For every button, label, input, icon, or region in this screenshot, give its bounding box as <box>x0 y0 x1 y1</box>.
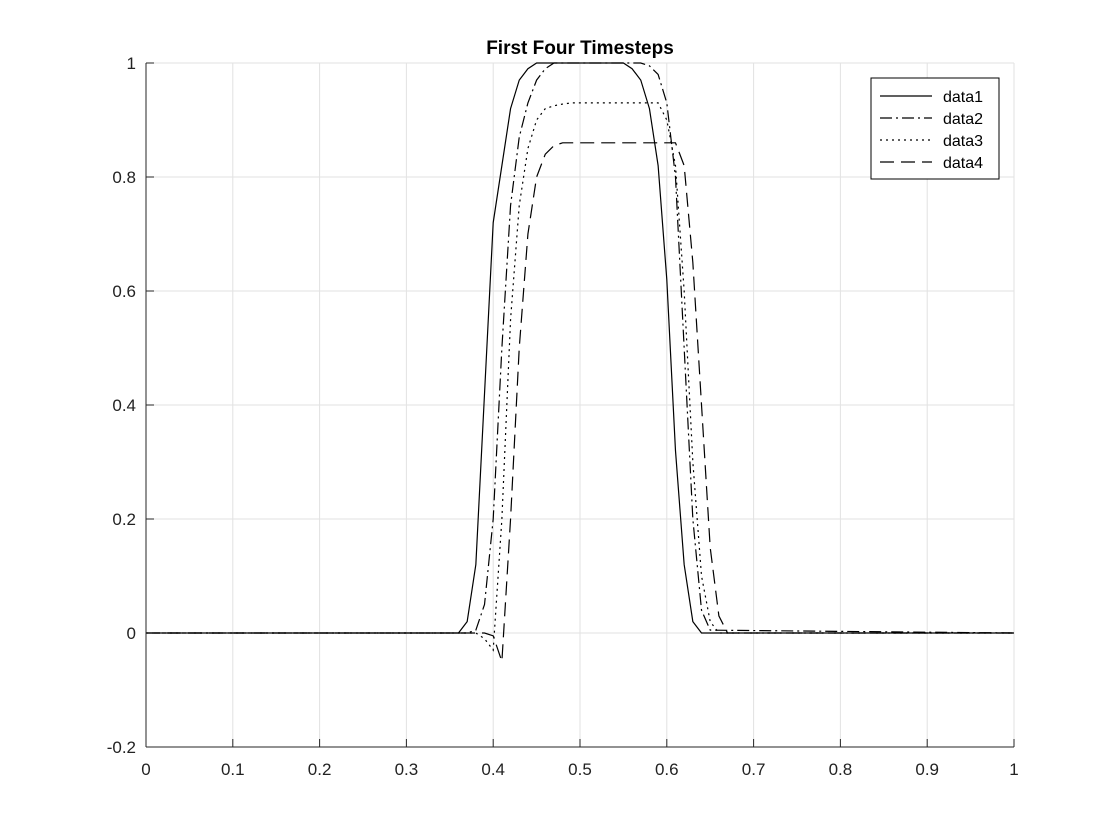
x-tick-label: 0.3 <box>395 760 419 779</box>
x-tick-label: 0.8 <box>829 760 853 779</box>
series-line-data1 <box>146 62 1014 634</box>
series-line-data3 <box>146 102 1014 652</box>
axes: 0 0.1 0.2 0.3 0.4 0.5 0.6 0.7 0.8 0.9 1 -0.2 0 0.2 0.4… <box>107 54 1019 779</box>
x-tick-label: 0.1 <box>221 760 245 779</box>
y-tick-label: 0.8 <box>112 168 136 187</box>
y-tick-label: -0.2 <box>107 738 136 757</box>
y-tick-label: 0.6 <box>112 282 136 301</box>
legend-label-data1: data1 <box>943 89 983 106</box>
series-line-data4 <box>146 142 1014 662</box>
y-tick-label: 0.2 <box>112 510 136 529</box>
legend-label-data3: data3 <box>943 133 983 150</box>
y-tick-label: 0.4 <box>112 396 136 415</box>
x-tick-label: 0.2 <box>308 760 332 779</box>
chart-title: First Four Timesteps <box>486 38 674 59</box>
series-line-data2 <box>146 62 1015 634</box>
y-tick-label: 0 <box>127 624 136 643</box>
y-tick-label: 1 <box>127 54 136 73</box>
series-group <box>146 62 1015 662</box>
x-tick-label: 0.7 <box>742 760 766 779</box>
x-tick-label: 0.6 <box>655 760 679 779</box>
legend-label-data2: data2 <box>943 111 983 128</box>
x-tick-label: 0 <box>141 760 150 779</box>
x-tick-label: 0.9 <box>915 760 939 779</box>
legend: data1 data2 data3 data4 <box>870 77 1000 180</box>
x-tick-label: 0.5 <box>568 760 592 779</box>
x-tick-label: 0.4 <box>481 760 505 779</box>
legend-label-data4: data4 <box>943 155 983 172</box>
x-tick-label: 1 <box>1009 760 1018 779</box>
